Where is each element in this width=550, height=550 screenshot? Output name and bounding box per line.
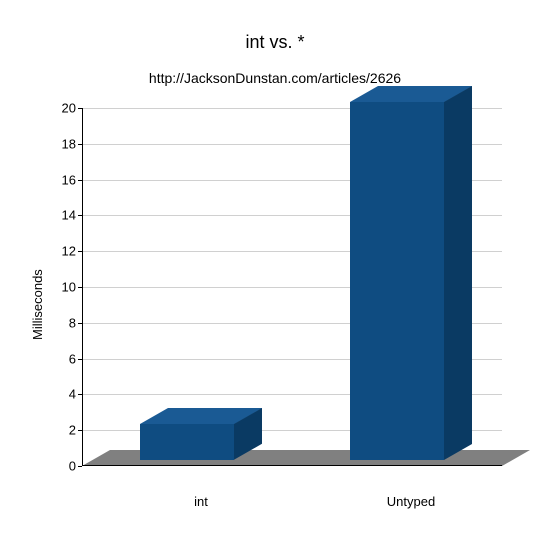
y-tick-label: 10 (62, 280, 82, 295)
y-tick-label: 18 (62, 136, 82, 151)
y-tick-label: 14 (62, 208, 82, 223)
bar-side (234, 408, 262, 460)
y-tick-label: 0 (69, 459, 82, 474)
y-tick-label: 4 (69, 387, 82, 402)
plot-area: 02468101214161820intUntyped (82, 108, 502, 466)
bar (140, 424, 235, 460)
x-axis-line (82, 465, 502, 466)
y-tick-label: 16 (62, 172, 82, 187)
bar-front (350, 102, 445, 460)
chart-subtitle: http://JacksonDunstan.com/articles/2626 (0, 70, 550, 86)
y-axis-label: Milliseconds (30, 269, 45, 340)
x-category-label: int (194, 466, 208, 509)
y-axis-line (82, 108, 83, 466)
bar-side (444, 86, 472, 460)
chart-title: int vs. * (0, 32, 550, 53)
x-category-label: Untyped (387, 466, 435, 509)
y-tick-label: 20 (62, 101, 82, 116)
bar-front (140, 424, 235, 460)
plot-inner: 02468101214161820intUntyped (82, 108, 502, 466)
y-tick-label: 8 (69, 315, 82, 330)
y-tick-label: 12 (62, 244, 82, 259)
bar (350, 102, 445, 460)
y-tick-label: 6 (69, 351, 82, 366)
y-tick-label: 2 (69, 423, 82, 438)
